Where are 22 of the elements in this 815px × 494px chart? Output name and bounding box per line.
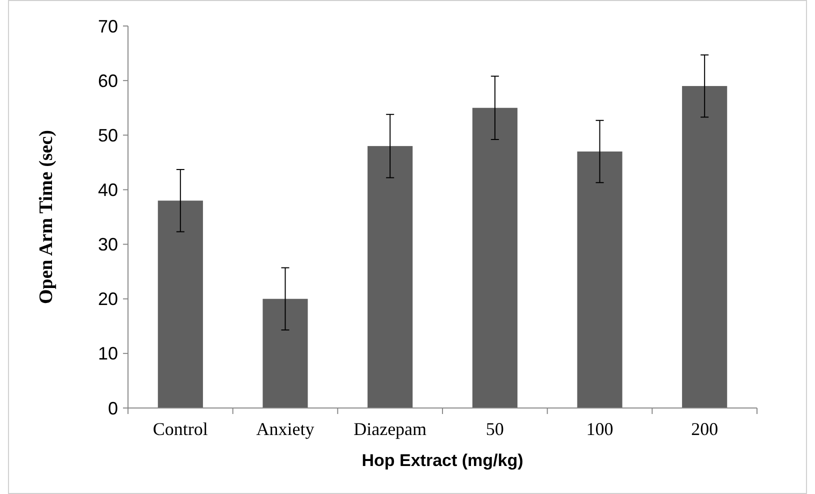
x-tick-label: 100 [586, 419, 614, 439]
x-tick-label: 200 [691, 419, 718, 439]
x-axis-title: Hop Extract (mg/kg) [362, 451, 524, 470]
x-tick-label: Diazepam [354, 419, 427, 439]
bar [368, 146, 413, 408]
y-axis-title: Open Arm Time (sec) [36, 130, 57, 304]
x-tick-label: Control [152, 419, 208, 439]
y-tick-label: 60 [98, 70, 118, 91]
bar [158, 200, 203, 408]
y-tick-label: 50 [98, 125, 118, 146]
y-tick-label: 10 [98, 344, 118, 364]
bar [472, 108, 518, 408]
bar [682, 86, 728, 408]
bar [577, 152, 622, 408]
x-tick-label: Anxiety [256, 419, 314, 439]
y-tick-label: 20 [98, 289, 118, 310]
bar [262, 298, 308, 408]
y-tick-label: 30 [98, 234, 118, 255]
y-tick-label: 40 [98, 180, 118, 200]
y-tick-label: 0 [108, 398, 118, 418]
y-tick-label: 70 [98, 16, 118, 36]
x-tick-label: 50 [486, 419, 504, 439]
